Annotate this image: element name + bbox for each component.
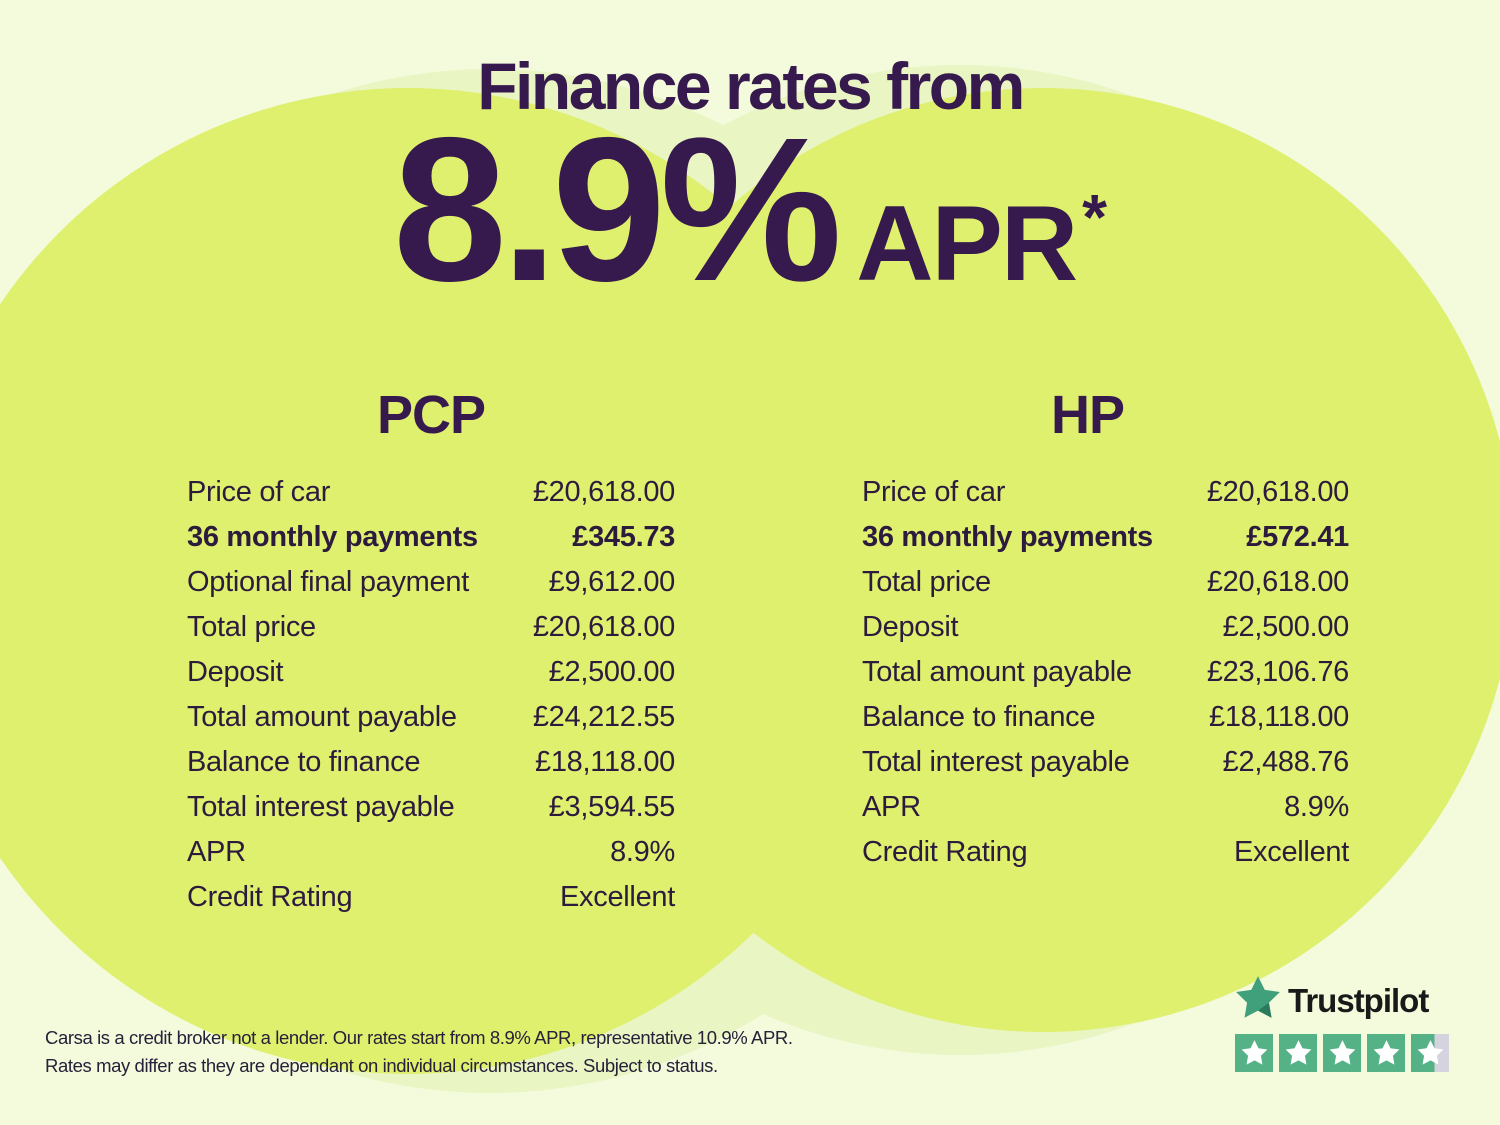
table-row: APR 8.9%: [187, 830, 675, 875]
row-value: 8.9%: [1284, 791, 1349, 823]
row-value: £20,618.00: [532, 476, 675, 508]
row-value: £18,118.00: [1209, 701, 1349, 733]
rating-star-half-icon: [1411, 1034, 1449, 1072]
disclaimer-line-2: Rates may differ as they are dependant o…: [45, 1055, 718, 1076]
row-value: Excellent: [560, 881, 675, 913]
pcp-table-title: PCP: [376, 385, 486, 445]
table-row: APR 8.9%: [862, 785, 1349, 830]
table-row: Credit Rating Excellent: [187, 875, 675, 920]
table-row: Price of car £20,618.00: [862, 470, 1349, 515]
row-label: Balance to finance: [862, 701, 1096, 733]
headline-apr-label: APR: [856, 183, 1078, 303]
row-label: Price of car: [187, 476, 331, 508]
table-row: Total price £20,618.00: [187, 605, 675, 650]
table-row: Total interest payable £3,594.55: [187, 785, 675, 830]
row-value: £18,118.00: [535, 746, 675, 778]
row-value: £345.73: [572, 521, 675, 553]
headline-rate-value: 8.9%: [392, 95, 842, 324]
row-value: £2,500.00: [1222, 611, 1350, 643]
trustpilot-rating-4-5-stars: [1235, 1034, 1455, 1072]
row-value: £3,594.55: [548, 791, 676, 823]
row-label: Total price: [187, 611, 316, 643]
legal-disclaimer: Carsa is a credit broker not a lender. O…: [45, 1024, 865, 1080]
table-row: Total amount payable £24,212.55: [187, 695, 675, 740]
row-label: Deposit: [862, 611, 959, 643]
hp-table: HP Price of car £20,618.00 36 monthly pa…: [862, 385, 1349, 875]
row-value: £2,488.76: [1222, 746, 1350, 778]
table-row: Balance to finance £18,118.00: [187, 740, 675, 785]
table-row: Total amount payable £23,106.76: [862, 650, 1349, 695]
row-label: APR: [187, 836, 246, 868]
trustpilot-wordmark: Trustpilot: [1288, 981, 1429, 1019]
trustpilot-logo: Trustpilot: [1235, 975, 1455, 1021]
footnote-asterisk: *: [1082, 181, 1108, 253]
trustpilot-widget: Trustpilot: [1235, 975, 1455, 1072]
table-row: Total interest payable £2,488.76: [862, 740, 1349, 785]
pcp-table-rows: Price of car £20,618.00 36 monthly payme…: [187, 470, 675, 920]
row-label: Total interest payable: [187, 791, 455, 823]
hp-table-title: HP: [1050, 385, 1125, 445]
row-value: £20,618.00: [1206, 476, 1349, 508]
row-label: Credit Rating: [187, 881, 353, 913]
row-value: £9,612.00: [548, 566, 676, 598]
disclaimer-line-1: Carsa is a credit broker not a lender. O…: [45, 1027, 793, 1048]
row-label: Credit Rating: [862, 836, 1028, 868]
row-label: Balance to finance: [187, 746, 421, 778]
table-row: Deposit £2,500.00: [187, 650, 675, 695]
hp-table-rows: Price of car £20,618.00 36 monthly payme…: [862, 470, 1349, 875]
rating-star-icon: [1279, 1034, 1317, 1072]
row-label: APR: [862, 791, 921, 823]
table-row: Balance to finance £18,118.00: [862, 695, 1349, 740]
table-row: 36 monthly payments £345.73: [187, 515, 675, 560]
table-row: Deposit £2,500.00: [862, 605, 1349, 650]
table-row: Optional final payment £9,612.00: [187, 560, 675, 605]
background-bright-circle-right: [571, 88, 1500, 1032]
table-row: 36 monthly payments £572.41: [862, 515, 1349, 560]
pcp-table: PCP Price of car £20,618.00 36 monthly p…: [187, 385, 675, 920]
row-value: £24,212.55: [532, 701, 675, 733]
page-title: Finance rates from: [477, 49, 1025, 123]
row-label: Optional final payment: [187, 566, 469, 598]
row-label: Deposit: [187, 656, 284, 688]
row-label: 36 monthly payments: [187, 521, 478, 553]
row-label: 36 monthly payments: [862, 521, 1153, 553]
row-label: Total amount payable: [187, 701, 457, 733]
rating-star-icon: [1367, 1034, 1405, 1072]
row-value: £23,106.76: [1206, 656, 1349, 688]
row-value: Excellent: [1234, 836, 1349, 868]
row-label: Total amount payable: [862, 656, 1132, 688]
row-value: £20,618.00: [532, 611, 675, 643]
row-value: £20,618.00: [1206, 566, 1349, 598]
rating-star-icon: [1235, 1034, 1273, 1072]
rating-star-icon: [1323, 1034, 1361, 1072]
row-value: £2,500.00: [548, 656, 676, 688]
row-label: Total price: [862, 566, 991, 598]
headline-rate: 8.9% APR *: [0, 107, 1500, 312]
row-value: 8.9%: [610, 836, 675, 868]
table-row: Total price £20,618.00: [862, 560, 1349, 605]
row-label: Total interest payable: [862, 746, 1130, 778]
table-row: Price of car £20,618.00: [187, 470, 675, 515]
trustpilot-star-icon: [1235, 976, 1281, 1020]
row-value: £572.41: [1246, 521, 1349, 553]
row-label: Price of car: [862, 476, 1006, 508]
table-row: Credit Rating Excellent: [862, 830, 1349, 875]
